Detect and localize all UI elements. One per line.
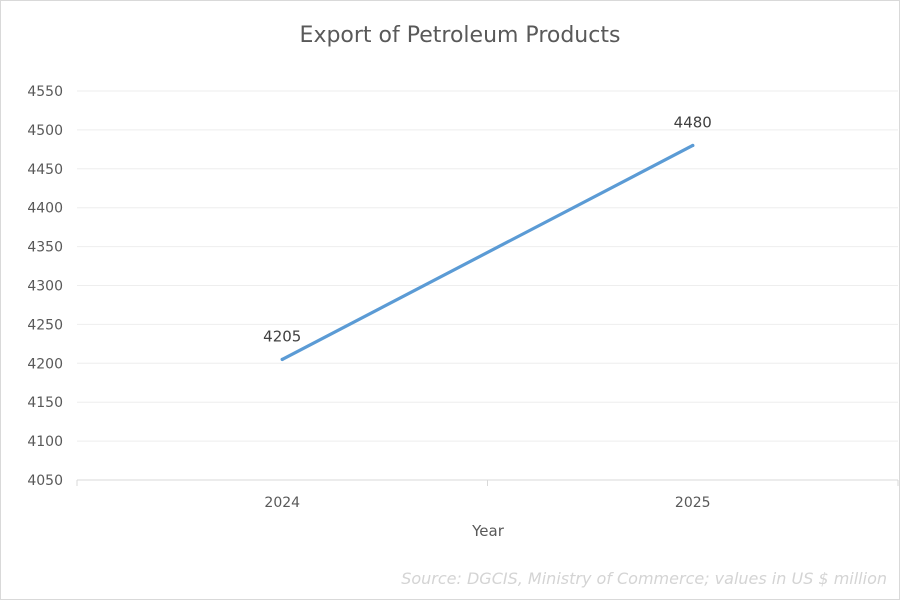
x-tick-labels: 2024 2025 [264,495,710,511]
x-tick-label: 2024 [264,495,300,511]
y-tick-label: 4500 [27,123,63,139]
x-tick-label: 2025 [675,495,711,511]
y-tick-label: 4450 [27,162,63,178]
y-tick-label: 4350 [27,240,63,256]
y-tick-labels: 4050 4100 4150 4200 4250 4300 4350 4400 4450 4500… [27,84,63,489]
series-layer [280,143,695,362]
y-tick-label: 4300 [27,279,63,295]
y-tick-label: 4250 [27,317,63,333]
source-note: Source: DGCIS, Ministry of Commerce; val… [401,569,887,588]
data-point [280,357,284,362]
data-point [691,143,695,148]
gridlines [77,90,898,442]
y-tick-label: 4100 [27,434,63,450]
data-labels: 4205 4480 [263,113,712,345]
axes [76,479,899,486]
y-tick-label: 4050 [27,473,63,489]
y-tick-label: 4550 [27,84,63,100]
y-tick-label: 4200 [27,356,63,372]
x-axis-title: Year [471,522,505,540]
y-tick-label: 4150 [27,395,63,411]
data-label: 4205 [263,327,301,345]
chart-title: Export of Petroleum Products [300,23,621,48]
y-tick-label: 4400 [27,201,63,217]
data-label: 4480 [674,113,712,131]
series-line-segment [280,143,695,362]
